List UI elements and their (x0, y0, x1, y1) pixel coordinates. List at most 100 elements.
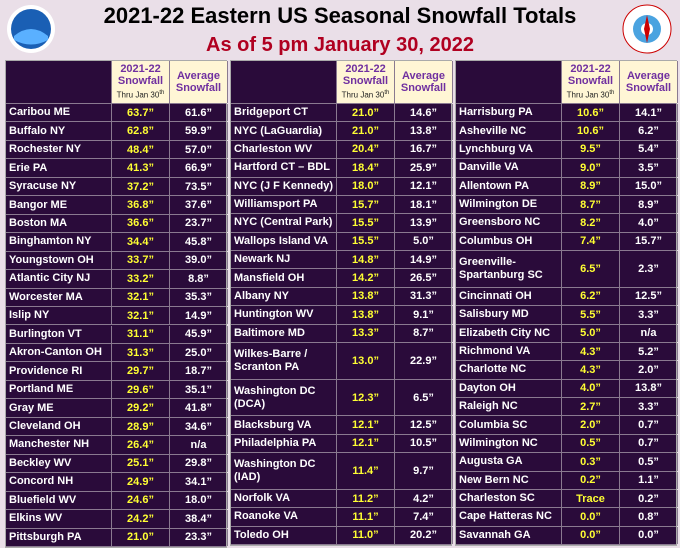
current-snowfall: 18.4” (337, 159, 395, 177)
average-snowfall: 23.3” (170, 528, 228, 546)
current-snowfall: 0.5” (562, 434, 620, 453)
header-text: Snowfall (342, 74, 389, 87)
station-name: Greenville- Spartanburg SC (456, 251, 562, 287)
station-name: Washington DC (IAD) (231, 453, 337, 489)
current-snowfall: 12.1” (337, 416, 395, 434)
header-text: Average (626, 70, 670, 82)
table-row: Norfolk VA 11.2” 4.2” (231, 489, 453, 509)
average-snowfall: 61.6” (170, 104, 228, 122)
table-row: Manchester NH 26.4” n/a (6, 436, 228, 455)
station-name: Manchester NH (6, 436, 112, 454)
table-row: Raleigh NC 2.7” 3.3” (456, 398, 678, 417)
station-name: Salisbury MD (456, 306, 562, 324)
current-snowfall: 5.0” (562, 324, 620, 342)
table-row: Caribou ME 63.7” 61.6” (6, 104, 228, 123)
station-name: Bridgeport CT (231, 104, 337, 122)
table-row: Newark NJ 14.8” 14.9” (231, 251, 453, 270)
table-row: Charlotte NC 4.3” 2.0” (456, 361, 678, 380)
table-row: Greenville- Spartanburg SC 6.5” 2.3” (456, 251, 678, 288)
header-cell: Average Snowfall (170, 61, 228, 103)
current-snowfall: 36.6” (112, 214, 170, 233)
table-row: Bluefield WV 24.6” 18.0” (6, 491, 228, 511)
current-snowfall: 21.0” (337, 104, 395, 122)
average-snowfall: 59.9” (170, 122, 228, 140)
average-snowfall: 35.1” (170, 380, 228, 399)
average-snowfall: 25.9” (395, 159, 453, 177)
table-row: Baltimore MD 13.3” 8.7” (231, 324, 453, 343)
current-snowfall: 10.6” (562, 122, 620, 140)
current-snowfall: 13.8” (337, 306, 395, 324)
header-cell (456, 61, 562, 103)
average-snowfall: 5.0” (395, 232, 453, 250)
average-snowfall: 13.9” (395, 214, 453, 232)
station-name: Concord NH (6, 473, 112, 491)
header-note: Thru Jan 30th (342, 87, 390, 102)
station-name: Charlotte NC (456, 361, 562, 379)
average-snowfall: 34.6” (170, 417, 228, 436)
current-snowfall: 6.5” (562, 251, 620, 287)
current-snowfall: 24.9” (112, 473, 170, 491)
average-snowfall: 25.0” (170, 343, 228, 362)
table-row: Hartford CT – BDL 18.4” 25.9” (231, 159, 453, 178)
table-row: Wilmington NC 0.5” 0.7” (456, 434, 678, 454)
station-name: Raleigh NC (456, 398, 562, 416)
table-row: Rochester NY 48.4” 57.0” (6, 140, 228, 160)
current-snowfall: 28.9” (112, 417, 170, 436)
current-snowfall: 26.4” (112, 436, 170, 454)
header-cell: 2021-22 Snowfall Thru Jan 30th (337, 61, 395, 103)
average-snowfall: 23.7” (170, 214, 228, 233)
header-cell (6, 61, 112, 103)
current-snowfall: 63.7” (112, 104, 170, 122)
nws-logo (622, 4, 672, 54)
average-snowfall: 6.2” (620, 122, 678, 140)
table-row: Philadelphia PA 12.1” 10.5” (231, 434, 453, 454)
header-cell: 2021-22 Snowfall Thru Jan 30th (562, 61, 620, 103)
current-snowfall: 25.1” (112, 454, 170, 473)
average-snowfall: 0.5” (620, 453, 678, 471)
current-snowfall: 14.2” (337, 269, 395, 287)
average-snowfall: 14.9” (170, 307, 228, 325)
station-name: Charleston WV (231, 140, 337, 159)
table-row: Beckley WV 25.1” 29.8” (6, 454, 228, 474)
average-snowfall: 15.0” (620, 177, 678, 195)
average-snowfall: 29.8” (170, 454, 228, 473)
table-row: Huntington WV 13.8” 9.1” (231, 306, 453, 325)
title: 2021-22 Eastern US Seasonal Snowfall Tot… (103, 3, 577, 28)
current-snowfall: 11.0” (337, 526, 395, 544)
table-row: Binghamton NY 34.4” 45.8” (6, 233, 228, 252)
current-snowfall: 6.2” (562, 287, 620, 306)
average-snowfall: 12.5” (620, 287, 678, 306)
average-snowfall: 15.7” (620, 232, 678, 250)
average-snowfall: n/a (620, 324, 678, 342)
current-snowfall: 0.2” (562, 471, 620, 489)
current-snowfall: 2.7” (562, 398, 620, 416)
current-snowfall: 11.4” (337, 453, 395, 489)
header-text: 2021-22 (570, 62, 611, 75)
current-snowfall: 48.4” (112, 140, 170, 159)
average-snowfall: 16.7” (395, 140, 453, 159)
table-row: Pittsburgh PA 21.0” 23.3” (6, 528, 228, 547)
table-row: Wallops Island VA 15.5” 5.0” (231, 232, 453, 251)
station-name: Gray ME (6, 399, 112, 417)
average-snowfall: 12.5” (395, 416, 453, 434)
current-snowfall: 29.2” (112, 399, 170, 417)
table-row: Albany NY 13.8” 31.3” (231, 287, 453, 307)
current-snowfall: 20.4” (337, 140, 395, 159)
table-row: Portland ME 29.6” 35.1” (6, 380, 228, 400)
station-name: Allentown PA (456, 177, 562, 195)
station-name: Worcester MA (6, 288, 112, 307)
table-row: Roanoke VA 11.1” 7.4” (231, 508, 453, 527)
header-note-text: Thru Jan 30 (566, 90, 610, 100)
average-snowfall: 14.6” (395, 104, 453, 122)
average-snowfall: 45.9” (170, 325, 228, 343)
current-snowfall: 8.2” (562, 214, 620, 232)
table: 2021-22 Snowfall Thru Jan 30th Average Snowf… (5, 60, 228, 548)
average-snowfall: 37.6” (170, 196, 228, 214)
table-row: Syracuse NY 37.2” 73.5” (6, 177, 228, 197)
table-row: Charleston SC Trace 0.2” (456, 489, 678, 509)
station-name: Syracuse NY (6, 177, 112, 196)
table-row: Akron-Canton OH 31.3” 25.0” (6, 343, 228, 363)
station-name: Hartford CT – BDL (231, 159, 337, 177)
average-snowfall: 9.1” (395, 306, 453, 324)
average-snowfall: 12.1” (395, 177, 453, 195)
